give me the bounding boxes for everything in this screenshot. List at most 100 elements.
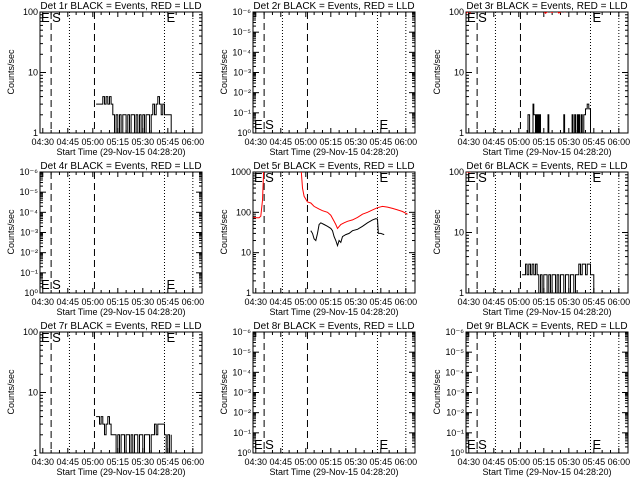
panel-title: Det 1r BLACK = Events, RED = LLD [40, 1, 201, 12]
start-s-letter: S [52, 330, 61, 345]
x-tick-label: 05:15 [533, 457, 556, 467]
x-tick-label: 04:45 [57, 297, 80, 307]
plot-frame [465, 331, 629, 454]
y-tick-label: 10⁻² [233, 88, 251, 98]
y-axis-label: Counts/sec [6, 369, 16, 415]
y-axis-label: Counts/sec [219, 369, 229, 415]
x-tick-label: 05:15 [533, 137, 556, 147]
start-e-letter: E [41, 277, 50, 292]
start-e-letter: E [467, 437, 476, 452]
x-tick-label: 05:00 [508, 137, 531, 147]
start-s-letter: S [478, 170, 487, 185]
panel-det-1r: Det 1r BLACK = Events, RED = LLD Counts/s… [6, 1, 204, 157]
end-e-letter: E [592, 10, 601, 25]
y-tick-label: 100 [449, 167, 464, 177]
x-tick-label: 05:30 [345, 297, 368, 307]
panel-det-8r: Det 8r BLACK = Events, RED = LLD Counts/s… [219, 321, 417, 477]
panel-title: Det 9r BLACK = Events, RED = LLD [466, 321, 627, 332]
y-tick-label: 1 [459, 288, 464, 298]
x-tick-label: 04:45 [483, 137, 506, 147]
x-tick-label: 04:30 [458, 457, 481, 467]
y-tick-label: 10⁻⁵ [233, 347, 252, 357]
y-tick-label: 10⁻⁶ [446, 327, 465, 337]
y-tick-label: 10⁻⁵ [20, 187, 39, 197]
panel-det-3r: Det 3r BLACK = Events, RED = LLD Counts/s… [432, 1, 630, 157]
x-axis-label: Start Time (29-Nov-15 04:28:20) [482, 307, 611, 317]
y-tick-label: 10⁻⁵ [233, 27, 252, 37]
panel-title: Det 8r BLACK = Events, RED = LLD [253, 321, 414, 332]
y-axis-label: Counts/sec [432, 209, 442, 255]
y-tick-label: 10⁰ [450, 448, 464, 458]
panel-title: Det 4r BLACK = Events, RED = LLD [40, 161, 201, 172]
x-axis-label: Start Time (29-Nov-15 04:28:20) [56, 307, 185, 317]
x-tick-label: 05:15 [107, 457, 130, 467]
y-tick-label: 10 [28, 388, 38, 398]
y-tick-label: 10⁻³ [446, 388, 464, 398]
x-tick-label: 05:45 [157, 297, 180, 307]
plot-frame [39, 171, 203, 294]
end-e-letter: E [379, 170, 388, 185]
x-axis-label: Start Time (29-Nov-15 04:28:20) [269, 147, 398, 157]
start-e-letter: E [254, 117, 263, 132]
y-axis-label: Counts/sec [432, 49, 442, 95]
y-axis-label: Counts/sec [6, 49, 16, 95]
x-tick-label: 05:30 [132, 457, 155, 467]
x-tick-label: 04:30 [32, 297, 55, 307]
y-axis-label: Counts/sec [219, 209, 229, 255]
x-tick-label: 05:00 [82, 457, 105, 467]
start-s-letter: S [265, 117, 274, 132]
panel-det-5r: Det 5r BLACK = Events, RED = LLD Counts/s… [219, 161, 418, 317]
x-tick-label: 06:00 [395, 457, 418, 467]
end-e-letter: E [166, 330, 175, 345]
y-tick-label: 10⁻¹ [233, 428, 251, 438]
x-tick-label: 04:30 [245, 297, 268, 307]
end-e-letter: E [379, 437, 388, 452]
x-tick-label: 05:30 [558, 297, 581, 307]
plot-frame [465, 11, 629, 134]
panel-det-7r: Det 7r BLACK = Events, RED = LLD Counts/s… [6, 321, 204, 477]
y-tick-label: 10⁻³ [233, 68, 251, 78]
y-tick-label: 1 [246, 288, 251, 298]
start-e-letter: E [254, 437, 263, 452]
panel-title: Det 7r BLACK = Events, RED = LLD [40, 321, 201, 332]
x-tick-label: 05:15 [320, 137, 343, 147]
start-s-letter: S [478, 437, 487, 452]
x-axis-label: Start Time (29-Nov-15 04:28:20) [56, 147, 185, 157]
y-tick-label: 10⁰ [237, 128, 251, 138]
x-tick-label: 04:45 [483, 297, 506, 307]
y-tick-label: 1 [459, 128, 464, 138]
y-tick-label: 10⁻⁴ [232, 47, 251, 57]
x-tick-label: 05:30 [558, 457, 581, 467]
x-tick-label: 05:00 [295, 297, 318, 307]
y-tick-label: 10 [241, 248, 251, 258]
x-tick-label: 05:15 [320, 297, 343, 307]
y-tick-label: 10⁻⁴ [445, 367, 464, 377]
panel-det-9r: Det 9r BLACK = Events, RED = LLD Counts/s… [432, 321, 630, 477]
panel-det-4r: Det 4r BLACK = Events, RED = LLD Counts/s… [6, 161, 204, 317]
x-tick-label: 06:00 [182, 457, 205, 467]
end-e-letter: E [379, 117, 388, 132]
y-axis-label: Counts/sec [219, 49, 229, 95]
plot-frame [252, 331, 416, 454]
series-line-events [310, 218, 385, 248]
plot-frame [252, 11, 416, 134]
y-tick-label: 10⁻² [233, 408, 251, 418]
x-tick-label: 04:30 [245, 457, 268, 467]
series-line-lld [543, 12, 566, 14]
x-tick-label: 05:45 [370, 137, 393, 147]
x-tick-label: 04:30 [32, 137, 55, 147]
x-tick-label: 05:00 [508, 457, 531, 467]
x-tick-label: 05:30 [132, 137, 155, 147]
x-tick-label: 06:00 [182, 137, 205, 147]
y-tick-label: 1000 [231, 167, 251, 177]
x-tick-label: 05:30 [132, 297, 155, 307]
x-axis-label: Start Time (29-Nov-15 04:28:20) [269, 307, 398, 317]
y-tick-label: 1 [33, 128, 38, 138]
x-tick-label: 05:30 [558, 137, 581, 147]
start-e-letter: E [467, 170, 476, 185]
x-tick-label: 06:00 [395, 297, 418, 307]
x-tick-label: 05:15 [320, 457, 343, 467]
series-line-lld [466, 12, 471, 14]
series-line-lld [253, 172, 265, 219]
series-line-events [522, 263, 596, 293]
